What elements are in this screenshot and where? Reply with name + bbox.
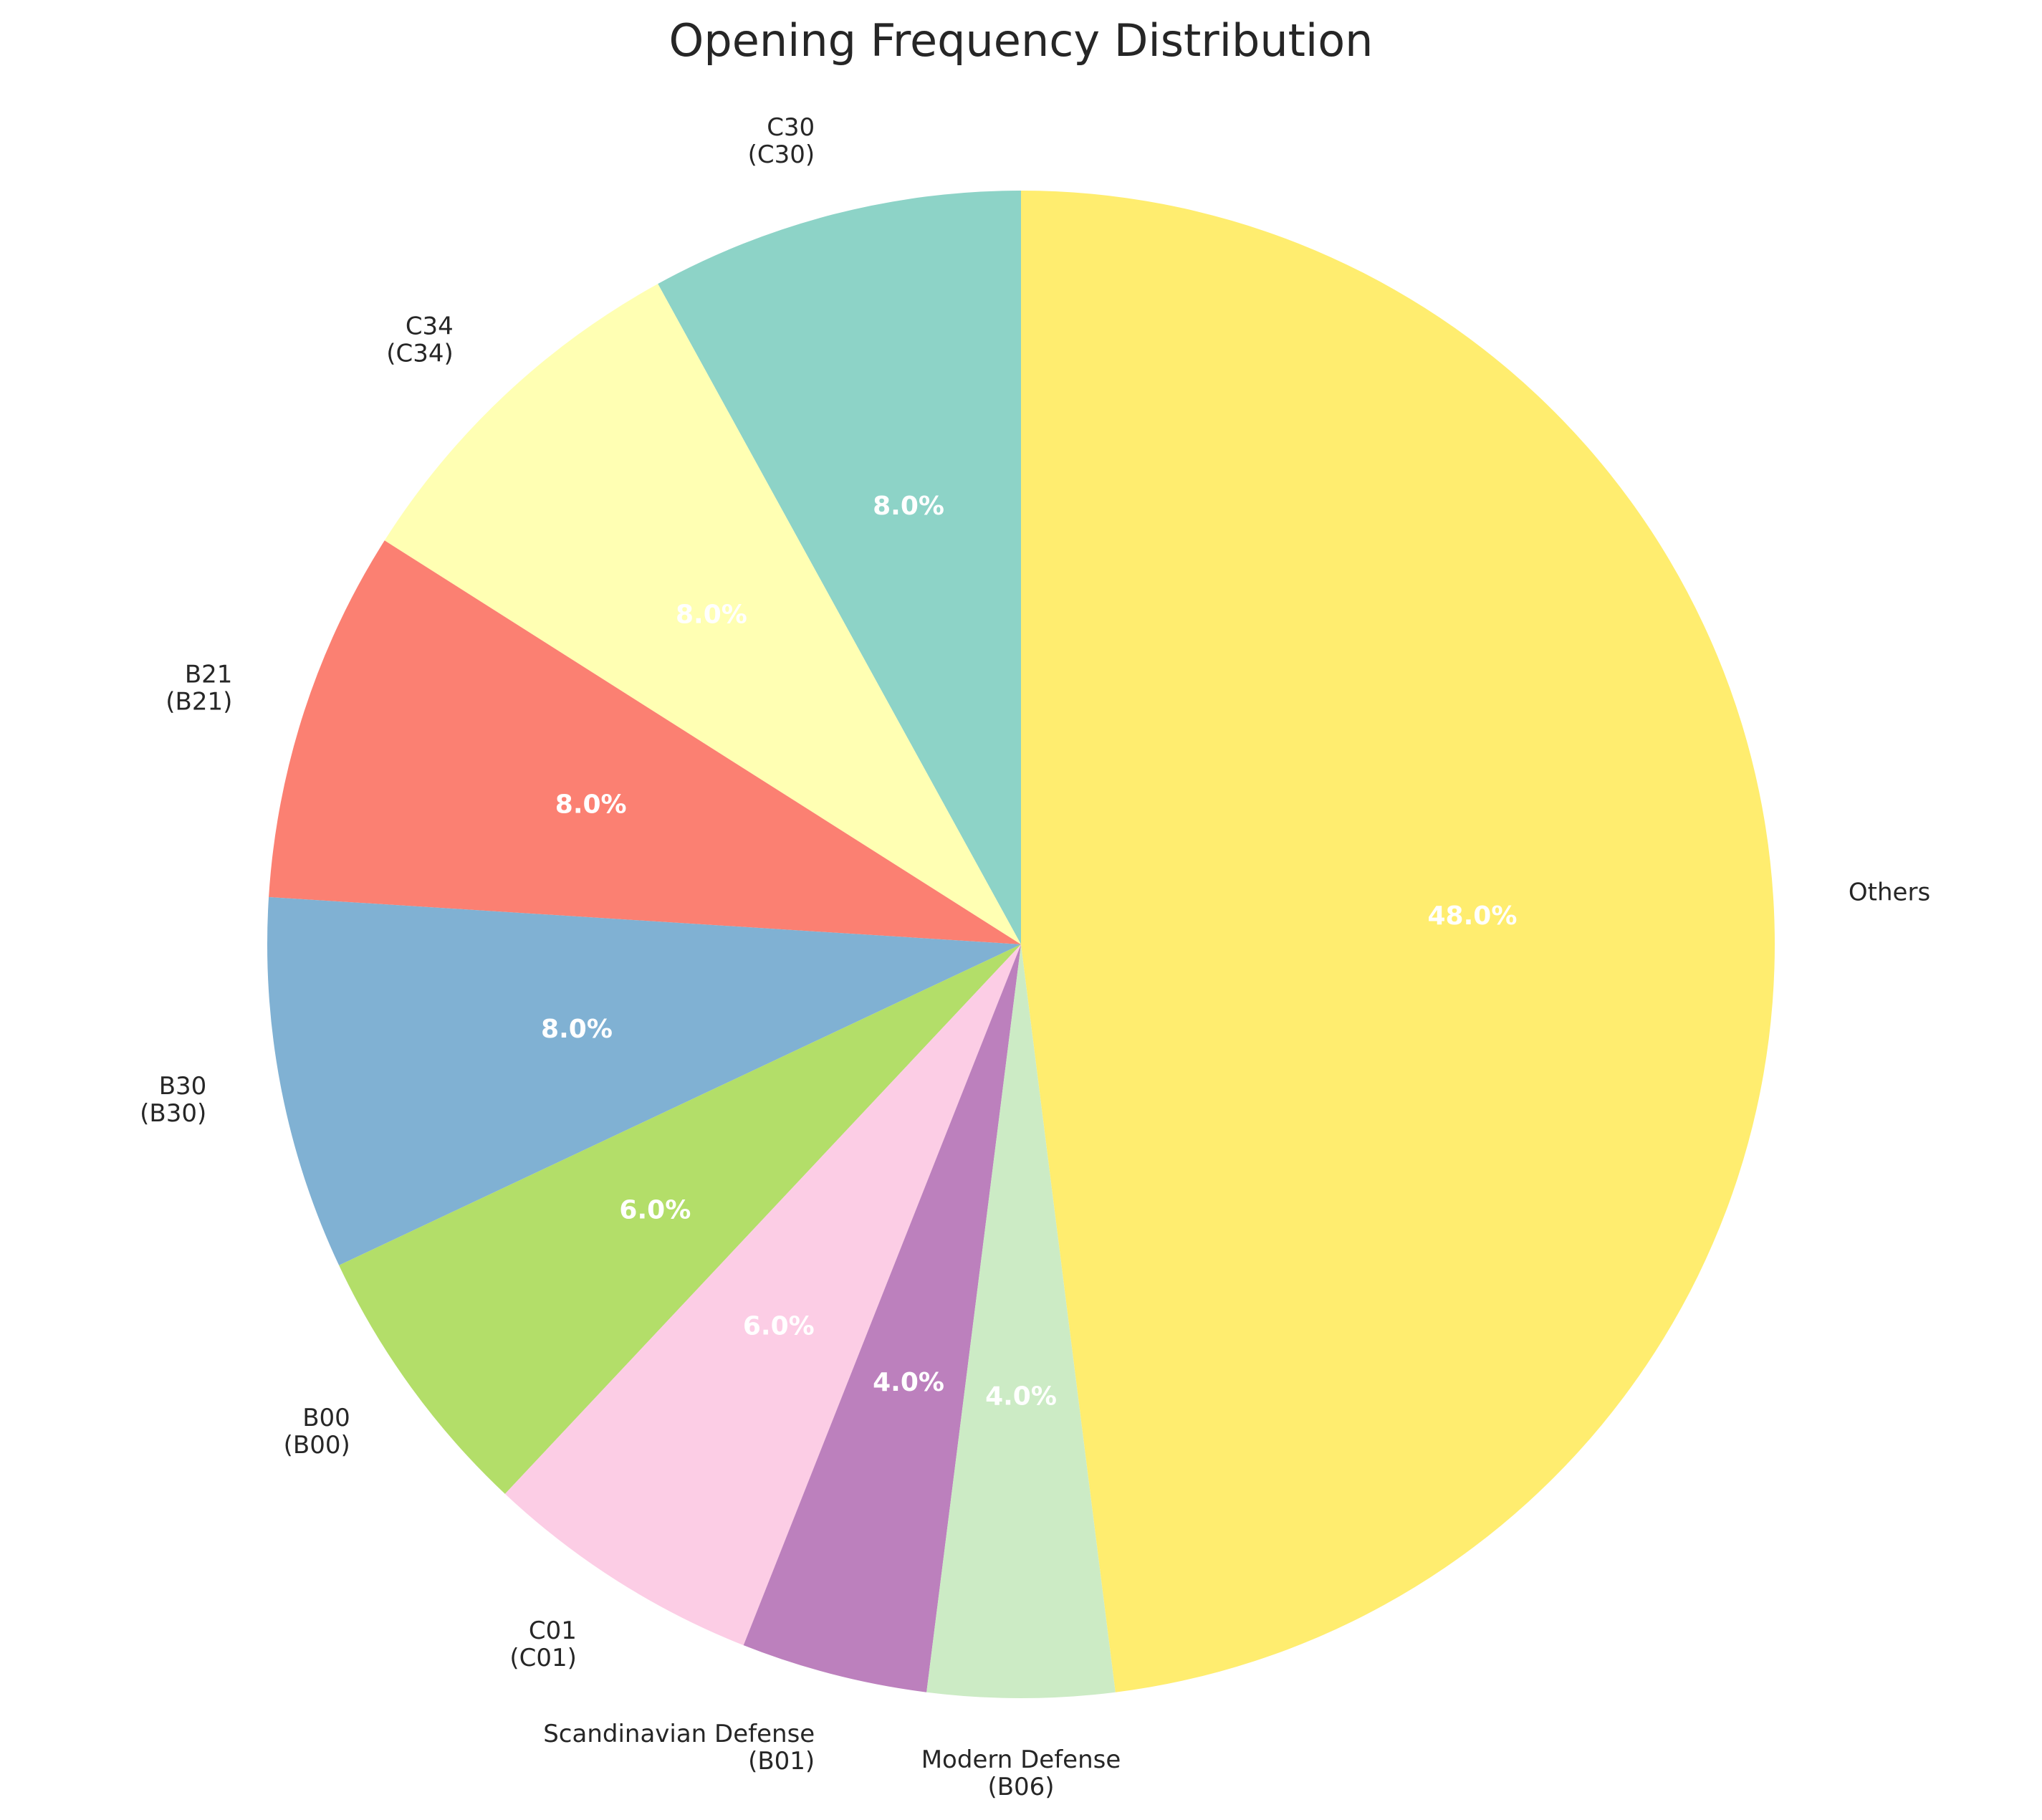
pct-label-modern-defense: 4.0% [985,1382,1057,1412]
pie-labels: 8.0% C30 (C30) 8.0% C34 (C34) 8.0% B21 (B21) 8.0%… [140,113,1930,1801]
pct-label-c01: 6.0% [743,1311,815,1341]
slice-scandinavian-defense [743,944,1021,1692]
pct-label-scandinavian-defense: 4.0% [873,1368,944,1397]
slice-b00 [339,944,1021,1494]
slice-label-c01: C01 (C01) [509,1617,577,1672]
slice-label-others: Others [1849,878,1930,906]
pct-label-b21: 8.0% [555,790,627,819]
pct-label-others: 48.0% [1428,901,1518,931]
slice-b21 [269,540,1021,944]
pie-slices [267,191,1775,1698]
pct-label-c34: 8.0% [676,600,747,629]
slice-c30 [658,191,1021,944]
pct-label-b30: 8.0% [541,1015,613,1044]
slice-label-scandinavian-defense: Scandinavian Defense (B01) [543,1720,815,1776]
slice-label-b21: B21 (B21) [166,660,232,716]
pct-label-c30: 8.0% [873,492,944,521]
slice-b30 [267,896,1021,1265]
slice-others [1021,191,1775,1692]
pct-label-b00: 6.0% [619,1196,691,1225]
chart-title: Opening Frequency Distribution [669,14,1374,67]
slice-label-c34: C34 (C34) [386,312,454,368]
slice-label-modern-defense: Modern Defense (B06) [921,1745,1121,1801]
slice-label-c30: C30 (C30) [748,113,815,169]
slice-c34 [384,284,1021,944]
slice-label-b00: B00 (B00) [284,1404,350,1460]
slice-label-b30: B30 (B30) [140,1072,206,1128]
slice-c01 [504,944,1021,1646]
slice-modern-defense [926,944,1116,1698]
